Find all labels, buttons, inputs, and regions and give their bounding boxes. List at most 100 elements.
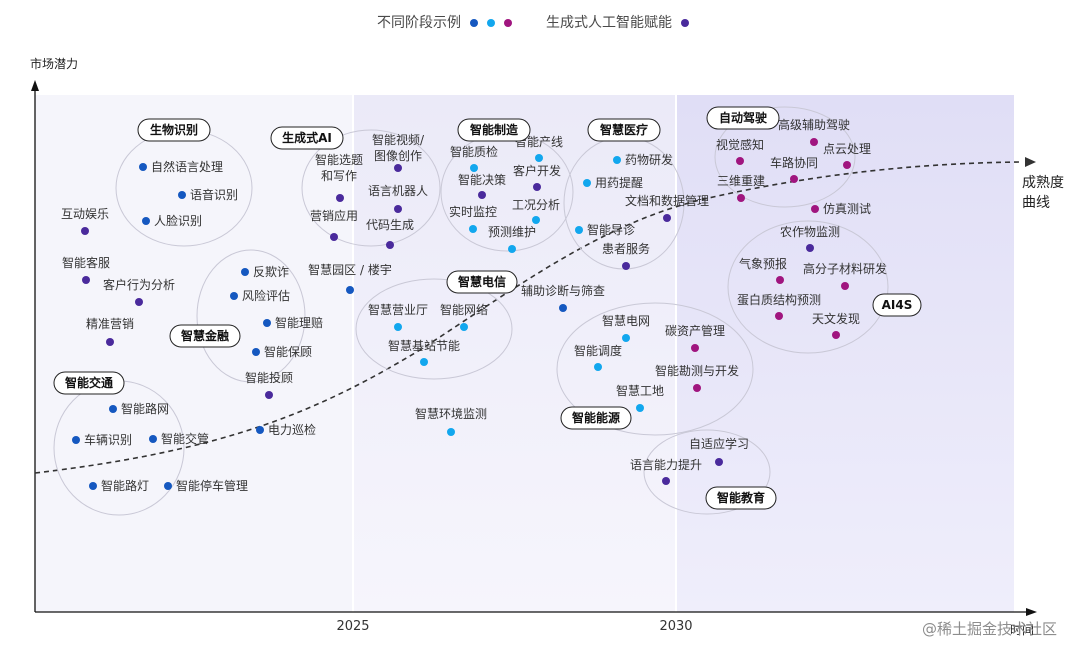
point-marker (469, 225, 477, 233)
point-marker (737, 194, 745, 202)
point-marker (252, 348, 260, 356)
point-marker (386, 241, 394, 249)
point-marker (72, 436, 80, 444)
point-label: 文档和数据管理 (625, 193, 709, 208)
point-label: 蛋白质结构预测 (737, 292, 821, 307)
group-badge-label: 智能能源 (571, 410, 620, 425)
point-label: 智慧园区 / 楼宇 (308, 262, 392, 277)
group-badge (270, 126, 344, 150)
point-label: 语音识别 (190, 187, 238, 202)
point-label: 视觉感知 (716, 137, 764, 152)
point-marker (164, 482, 172, 490)
point-marker (613, 156, 621, 164)
group-badge (872, 293, 922, 317)
group-badge-label: 智慧金融 (180, 328, 229, 343)
point-label: 客户开发 (513, 163, 561, 178)
point-label: 用药提醒 (595, 175, 643, 190)
legend-dot-mid (487, 19, 495, 27)
point-marker (736, 157, 744, 165)
x-axis-arrow (1026, 608, 1037, 616)
x-tick-2025: 2025 (336, 619, 369, 634)
watermark: @稀土掘金技术社区 (922, 620, 1057, 638)
point-label: 自然语言处理 (151, 159, 223, 174)
point-label: 智能选题和写作 (315, 152, 363, 183)
maturity-curve-layer: 成熟度曲线 (34, 157, 1064, 474)
point-label: 高级辅助驾驶 (778, 117, 850, 132)
point-marker (394, 205, 402, 213)
group-badge (706, 106, 780, 130)
groups-layer (53, 106, 889, 516)
point-label: 智能理赔 (275, 315, 323, 330)
group-badge-label: 智慧电信 (457, 274, 506, 289)
legend-genai-label: 生成式人工智能赋能 (546, 15, 672, 31)
point-label: 农作物监测 (780, 225, 840, 239)
point-label: 辅助诊断与筛查 (521, 283, 605, 298)
point-label: 智能保顾 (264, 344, 312, 359)
point-marker (583, 179, 591, 187)
point-label: 智能网络 (440, 302, 488, 317)
point-label: 智能路灯 (101, 478, 149, 493)
group-ellipse-10 (643, 429, 771, 515)
point-label: 智能客服 (62, 255, 110, 270)
legend-dot-early (470, 19, 478, 27)
point-marker (843, 161, 851, 169)
point-marker (336, 194, 344, 202)
point-label: 自适应学习 (689, 436, 749, 451)
point-label: 互动娱乐 (61, 207, 109, 221)
group-badge-label: 智能制造 (469, 122, 519, 137)
x-tick-2030: 2030 (659, 619, 692, 634)
point-marker (330, 233, 338, 241)
point-marker (460, 323, 468, 331)
group-ellipse-9 (556, 302, 754, 436)
point-marker (142, 217, 150, 225)
point-marker (622, 262, 630, 270)
point-marker (478, 191, 486, 199)
point-marker (109, 405, 117, 413)
y-axis-arrow (31, 80, 39, 91)
group-badge (169, 324, 241, 348)
point-marker (790, 175, 798, 183)
point-marker (575, 226, 583, 234)
point-label: 营销应用 (310, 208, 358, 223)
point-marker (139, 163, 147, 171)
point-label: 智能勘测与开发 (655, 363, 739, 378)
point-label: 智慧环境监测 (415, 406, 487, 421)
point-label: 智能路网 (121, 401, 169, 416)
point-marker (420, 358, 428, 366)
point-marker (636, 404, 644, 412)
legend: 不同阶段示例 生成式人工智能赋能 (0, 8, 1080, 36)
point-label: 语言能力提升 (630, 457, 702, 472)
point-marker (811, 205, 819, 213)
point-marker (230, 292, 238, 300)
group-badge (560, 406, 632, 430)
point-marker (622, 334, 630, 342)
point-marker (776, 276, 784, 284)
point-marker (810, 138, 818, 146)
group-badge-label: 智能交通 (64, 375, 113, 390)
point-marker (535, 154, 543, 162)
point-marker (178, 191, 186, 199)
point-label: 语言机器人 (368, 184, 428, 198)
point-label: 电力巡检 (268, 422, 316, 437)
point-label: 三维重建 (717, 174, 765, 188)
point-marker (841, 282, 849, 290)
legend-genai: 生成式人工智能赋能 (546, 12, 689, 32)
group-ellipse-6 (196, 249, 306, 383)
point-label: 精准营销 (86, 317, 134, 331)
point-marker (394, 323, 402, 331)
maturity-curve (34, 161, 1021, 474)
legend-stage-examples: 不同阶段示例 (377, 12, 512, 32)
point-marker (715, 458, 723, 466)
point-marker (346, 286, 354, 294)
point-label: 智能视频/图像创作 (372, 132, 425, 163)
legend-stage-label: 不同阶段示例 (377, 15, 461, 31)
group-badge (457, 118, 531, 142)
point-label: 智能投顾 (245, 370, 293, 385)
point-marker (662, 477, 670, 485)
point-label: 智慧营业厅 (368, 302, 428, 317)
point-label: 智能调度 (574, 343, 622, 358)
point-marker (663, 214, 671, 222)
point-label: 点云处理 (823, 142, 871, 156)
plot-background (35, 95, 1014, 612)
